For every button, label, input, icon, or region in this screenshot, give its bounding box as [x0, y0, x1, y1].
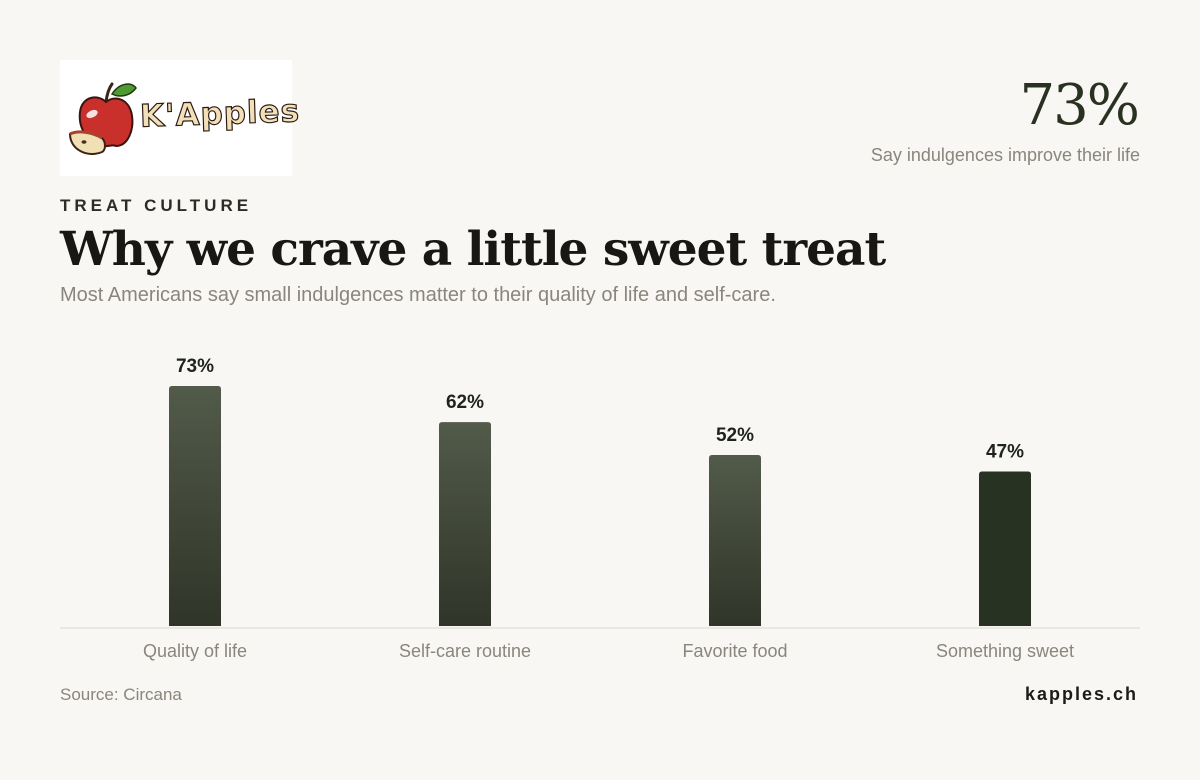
page-title: Why we crave a little sweet treat	[60, 222, 886, 277]
headline-stat-value: 73%	[1019, 73, 1140, 138]
logo: K'Apples	[60, 60, 301, 176]
category-label: Quality of life	[143, 641, 247, 661]
page-subtitle: Most Americans say small indulgences mat…	[60, 284, 776, 306]
logo-wordmark: K'Apples	[139, 93, 301, 136]
bar	[709, 455, 761, 626]
category-label: Something sweet	[936, 641, 1074, 661]
bar-chart: 73% Quality of life 62% Self-care routine 52…	[60, 356, 1140, 661]
category-label: Self-care routine	[399, 641, 531, 661]
site-url: kapples.ch	[1024, 684, 1138, 704]
bar	[169, 386, 221, 626]
bar	[439, 422, 491, 626]
bar-value-label: 47%	[986, 441, 1024, 462]
bar-value-label: 73%	[176, 356, 214, 377]
source-note: Source: Circana	[60, 685, 182, 704]
eyebrow-label: TREAT CULTURE	[60, 196, 253, 215]
category-label: Favorite food	[682, 641, 787, 661]
bar-value-label: 62%	[446, 392, 484, 413]
bar	[979, 471, 1031, 626]
apple-icon	[68, 82, 137, 155]
headline-stat-label: Say indulgences improve their life	[870, 145, 1140, 165]
bar-value-label: 52%	[716, 425, 754, 446]
